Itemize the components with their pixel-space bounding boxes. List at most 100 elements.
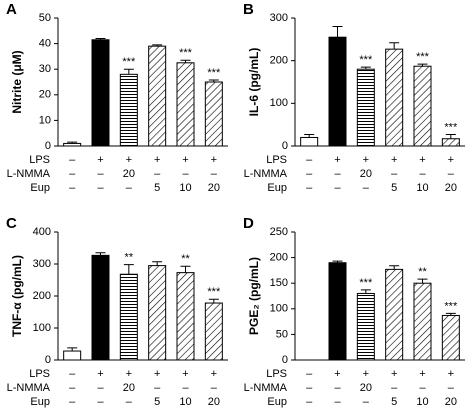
condition-cell: +	[97, 154, 103, 166]
bar	[91, 254, 110, 361]
significance-label: ***	[179, 47, 193, 59]
condition-cell: 10	[416, 182, 428, 194]
condition-cell: +	[182, 154, 188, 166]
condition-cell: +	[391, 154, 397, 166]
condition-cell: +	[182, 368, 188, 380]
significance-label: ***	[359, 54, 373, 66]
condition-cell: +	[448, 368, 454, 380]
condition-cell: –	[334, 396, 341, 408]
y-tick-label: 200	[33, 290, 51, 302]
bar	[385, 268, 404, 361]
condition-cell: –	[448, 382, 455, 394]
condition-cell: –	[97, 382, 104, 394]
condition-cell: –	[334, 182, 341, 194]
error-bar	[360, 66, 371, 70]
bar	[441, 314, 460, 361]
condition-label: LPS	[266, 154, 287, 166]
error-bar	[304, 133, 315, 138]
error-bar	[332, 260, 343, 263]
condition-label: LPS	[29, 368, 50, 380]
condition-cell: 20	[208, 182, 220, 194]
condition-cell: –	[363, 182, 370, 194]
bar	[356, 292, 375, 361]
condition-label: L-NMMA	[7, 382, 51, 394]
condition-cell: –	[69, 168, 76, 180]
condition-cell: +	[126, 154, 132, 166]
y-axis-label: PGE₂ (pg/mL)	[247, 257, 261, 335]
condition-label: Eup	[267, 396, 287, 408]
significance-label: **	[125, 252, 134, 264]
y-tick-label: 40	[39, 38, 51, 50]
panel-letter: A	[6, 1, 17, 18]
condition-cell: –	[154, 382, 161, 394]
significance-label: ***	[359, 277, 373, 289]
condition-cell: –	[306, 182, 313, 194]
y-tick-label: 10	[39, 114, 51, 126]
error-bar	[95, 252, 106, 256]
y-tick-label: 50	[39, 12, 51, 24]
y-tick-label: 250	[270, 226, 288, 238]
y-tick-label: 150	[270, 277, 288, 289]
panel-letter: C	[6, 215, 17, 232]
condition-cell: 20	[445, 182, 457, 194]
y-tick-label: 200	[270, 55, 288, 67]
condition-cell: +	[419, 368, 425, 380]
y-tick-label: 20	[39, 89, 51, 101]
condition-cell: –	[69, 368, 76, 380]
y-tick-label: 0	[282, 354, 288, 366]
condition-cell: –	[363, 396, 370, 408]
condition-label: L-NMMA	[7, 168, 51, 180]
condition-cell: +	[419, 154, 425, 166]
condition-cell: +	[126, 368, 132, 380]
condition-cell: –	[211, 168, 218, 180]
error-bar	[332, 26, 343, 38]
condition-cell: +	[334, 154, 340, 166]
condition-cell: 5	[391, 182, 397, 194]
bar	[176, 272, 195, 361]
bar	[148, 265, 167, 361]
y-axis-label: TNF-α (pg/mL)	[10, 255, 24, 337]
y-tick-label: 0	[45, 354, 51, 366]
bar	[328, 36, 347, 147]
condition-label: Eup	[30, 182, 50, 194]
condition-cell: +	[211, 368, 217, 380]
bar	[63, 350, 82, 361]
condition-cell: –	[306, 368, 313, 380]
condition-cell: –	[391, 382, 398, 394]
condition-label: LPS	[29, 154, 50, 166]
significance-label: ***	[444, 300, 458, 312]
condition-cell: +	[334, 368, 340, 380]
error-bar	[445, 133, 456, 139]
condition-cell: –	[419, 168, 426, 180]
y-tick-label: 100	[33, 322, 51, 334]
condition-cell: +	[97, 368, 103, 380]
bar	[176, 62, 195, 147]
error-bar	[389, 42, 400, 50]
condition-cell: –	[97, 182, 104, 194]
y-tick-label: 200	[270, 252, 288, 264]
condition-label: L-NMMA	[244, 168, 288, 180]
condition-cell: –	[334, 382, 341, 394]
error-bar	[152, 261, 163, 266]
y-axis-label: IL-6 (pg/mL)	[247, 48, 261, 117]
condition-cell: –	[69, 382, 76, 394]
error-bar	[180, 59, 191, 63]
condition-cell: –	[306, 154, 313, 166]
condition-cell: +	[363, 154, 369, 166]
condition-cell: –	[182, 382, 189, 394]
condition-cell: –	[154, 168, 161, 180]
condition-cell: –	[97, 396, 104, 408]
condition-cell: –	[69, 154, 76, 166]
y-tick-label: 300	[33, 258, 51, 270]
condition-cell: –	[306, 168, 313, 180]
bar	[300, 136, 319, 147]
error-bar	[417, 278, 428, 284]
bar	[413, 282, 432, 361]
condition-label: LPS	[266, 368, 287, 380]
error-bar	[95, 37, 106, 40]
y-tick-label: 0	[282, 140, 288, 152]
condition-cell: 5	[154, 396, 160, 408]
significance-label: ***	[416, 51, 430, 63]
condition-cell: 20	[208, 396, 220, 408]
condition-label: Eup	[267, 182, 287, 194]
